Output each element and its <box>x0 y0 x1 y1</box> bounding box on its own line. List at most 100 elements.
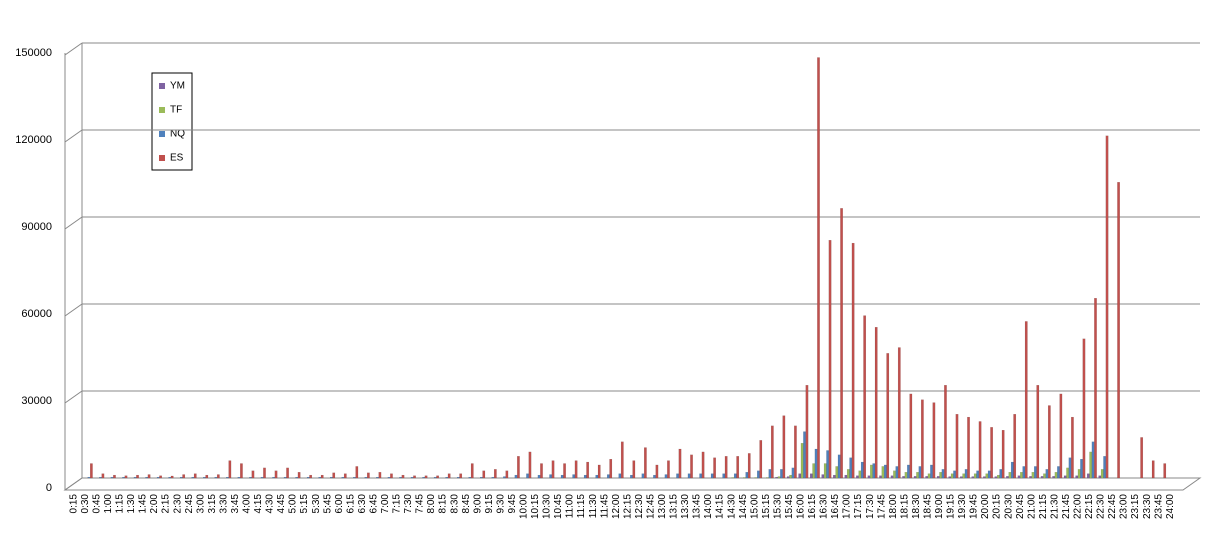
bar <box>318 476 322 479</box>
bar <box>805 385 809 479</box>
bar <box>1082 338 1086 479</box>
bar <box>272 476 275 479</box>
bar <box>851 242 855 479</box>
bar <box>122 476 125 479</box>
bar <box>846 469 850 479</box>
bar <box>944 385 947 479</box>
bar <box>997 474 1000 479</box>
bar <box>701 451 705 479</box>
x-tick-label: 16:15 <box>807 494 818 519</box>
x-tick-label: 19:15 <box>946 494 957 519</box>
x-tick-label: 4:45 <box>276 494 287 514</box>
legend-swatch <box>159 83 165 89</box>
bar <box>916 472 919 479</box>
bar <box>770 425 774 479</box>
bar <box>1031 472 1035 479</box>
x-tick-label: 3:15 <box>207 494 218 514</box>
legend-label: ES <box>170 153 184 164</box>
bar <box>572 474 576 479</box>
bar <box>329 476 333 479</box>
x-tick-label: 19:30 <box>957 494 968 519</box>
bar <box>376 476 379 479</box>
x-tick-label: 2:15 <box>161 494 172 514</box>
bar <box>595 474 599 479</box>
bar <box>766 477 769 479</box>
bar <box>574 460 578 479</box>
floor <box>63 477 1202 491</box>
y-tick-label: 90000 <box>21 221 52 233</box>
bar <box>378 472 382 479</box>
bar <box>1117 182 1120 479</box>
bar <box>809 473 813 479</box>
bar <box>653 474 656 479</box>
bar <box>948 476 952 479</box>
x-tick-label: 13:15 <box>669 494 680 519</box>
x-tick-label: 18:15 <box>899 494 910 519</box>
bar <box>606 474 610 479</box>
bar <box>1094 298 1097 479</box>
bar <box>644 447 647 479</box>
legend-swatch <box>159 155 165 161</box>
x-tick-label: 17:15 <box>853 494 864 519</box>
bar <box>216 474 220 479</box>
x-tick-label: 12:45 <box>645 494 656 519</box>
bar <box>745 472 749 479</box>
bar <box>676 473 679 479</box>
bar <box>470 463 474 479</box>
bar <box>1029 476 1032 479</box>
x-tick-label: 13:00 <box>657 494 668 519</box>
bar <box>881 466 885 479</box>
bar <box>722 473 726 479</box>
bar <box>918 466 922 479</box>
x-tick-label: 8:00 <box>426 494 437 514</box>
bar <box>856 475 859 479</box>
x-tick-label: 21:15 <box>1038 494 1049 519</box>
x-tick-label: 4:15 <box>253 494 264 514</box>
bar <box>798 473 802 479</box>
x-tick-label: 14:00 <box>703 494 714 519</box>
bar <box>736 456 740 479</box>
bar <box>1022 466 1026 479</box>
x-tick-label: 18:00 <box>888 494 899 519</box>
bar <box>159 475 162 479</box>
x-tick-label: 14:15 <box>715 494 726 519</box>
bar <box>687 473 691 479</box>
bar <box>1063 475 1067 479</box>
bar <box>147 474 151 479</box>
bar <box>950 473 954 479</box>
x-tick-label: 14:30 <box>726 494 737 519</box>
x-tick-label: 24:00 <box>1165 494 1176 519</box>
bar <box>413 475 416 479</box>
bar <box>263 467 266 479</box>
legend-box <box>151 72 193 171</box>
bar <box>563 463 566 479</box>
x-tick-label: 22:45 <box>1107 494 1118 519</box>
bar <box>1075 475 1079 479</box>
bar <box>821 474 825 479</box>
x-tick-label: 1:00 <box>103 494 114 514</box>
x-tick-label: 23:15 <box>1130 494 1141 519</box>
bar <box>849 457 853 479</box>
x-tick-label: 10:30 <box>542 494 553 519</box>
bar <box>332 472 336 479</box>
x-tick-label: 20:30 <box>1003 494 1014 519</box>
bar <box>367 472 370 479</box>
x-tick-label: 9:00 <box>472 494 483 514</box>
bar <box>124 475 128 479</box>
bar <box>971 476 975 479</box>
bar <box>840 208 843 479</box>
x-tick-label: 20:15 <box>992 494 1003 519</box>
grid-line-side <box>64 477 83 491</box>
x-tick-label: 11:45 <box>599 494 610 519</box>
x-tick-label: 20:45 <box>1015 494 1026 519</box>
x-tick-label: 8:45 <box>461 494 472 514</box>
x-tick-label: 9:15 <box>484 494 495 514</box>
x-tick-label: 23:00 <box>1119 494 1130 519</box>
y-tick-label: 30000 <box>21 395 52 407</box>
x-tick-label: 5:30 <box>311 494 322 514</box>
x-tick-label: 10:00 <box>519 494 530 519</box>
x-tick-label: 15:45 <box>784 494 795 519</box>
legend-label: TF <box>170 105 182 116</box>
bar <box>251 470 255 479</box>
bar <box>913 476 917 479</box>
